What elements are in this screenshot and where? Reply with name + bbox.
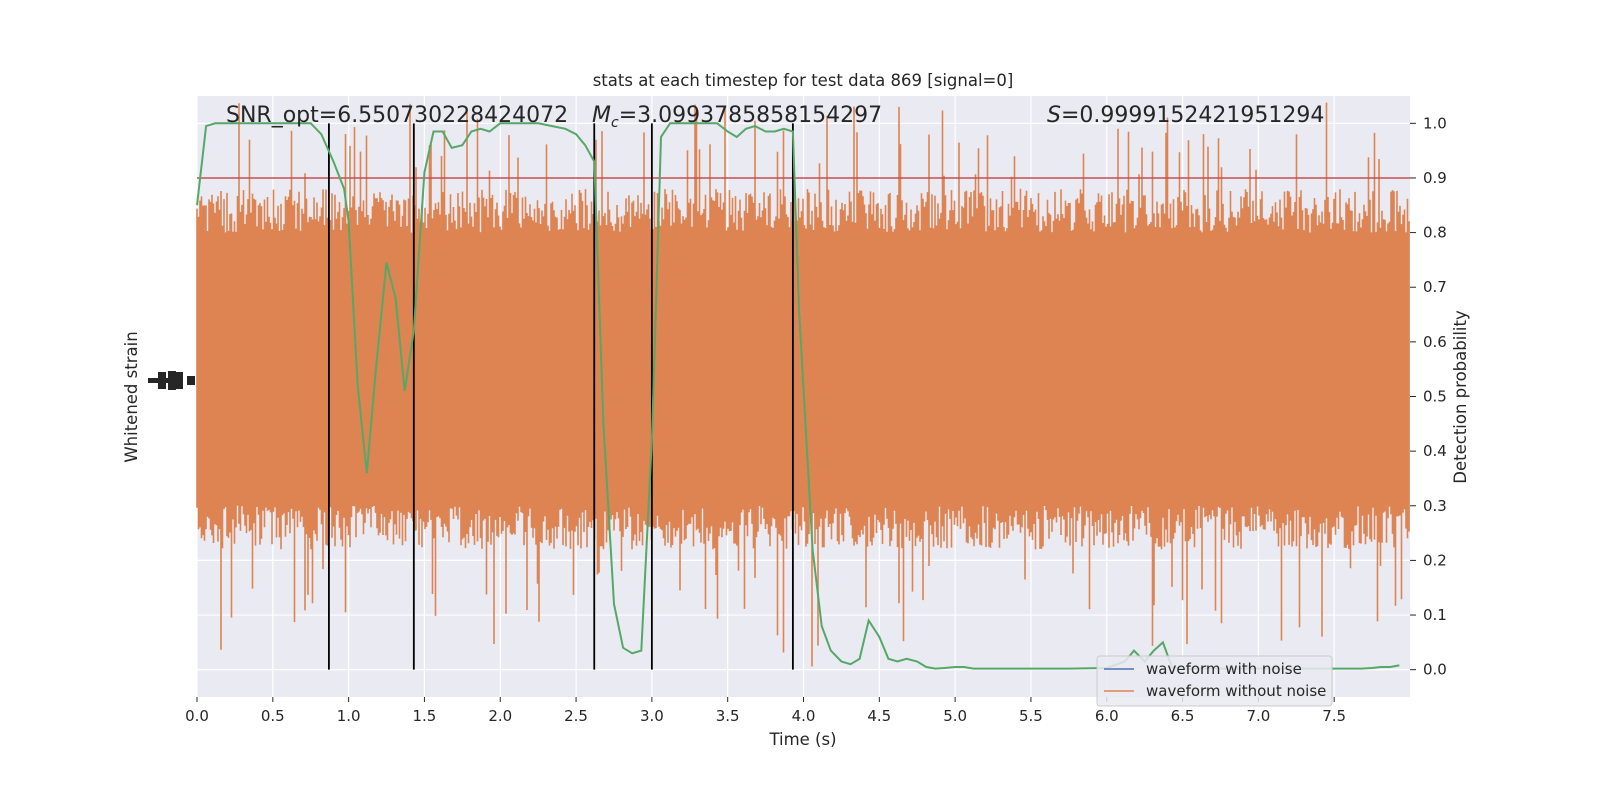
x-tick-label-2: 1.0	[337, 707, 361, 725]
event-lines	[328, 123, 794, 670]
chart-title: stats at each timestep for test data 869…	[593, 71, 1014, 90]
right-tick-label-1: 0.1	[1423, 606, 1447, 624]
right-tick-label-10: 1.0	[1423, 114, 1447, 132]
right-tick-label-9: 0.9	[1423, 169, 1447, 187]
x-tick-label-6: 3.0	[640, 707, 664, 725]
x-tick-label-8: 4.0	[792, 707, 816, 725]
x-tick-label-3: 1.5	[413, 707, 437, 725]
right-tick-label-0: 0.0	[1423, 661, 1447, 679]
x-tick-label-12: 6.0	[1095, 707, 1119, 725]
x-tick-label-14: 7.0	[1246, 707, 1270, 725]
right-tick-label-7: 0.7	[1423, 278, 1447, 296]
strain-series	[196, 102, 1410, 667]
left-axis-overlapped-ticks	[148, 371, 195, 390]
x-tick-label-5: 2.5	[564, 707, 588, 725]
s-annotation: S=0.9999152421951294	[1047, 103, 1324, 128]
x-tick-label-7: 3.5	[716, 707, 740, 725]
snr-annotation: SNR_opt=6.550730228424072	[226, 103, 568, 128]
legend: waveform with noise waveform without noi…	[1096, 655, 1333, 707]
x-tick-label-11: 5.5	[1019, 707, 1043, 725]
right-axis-ticks: 0.0 0.1 0.2 0.3 0.4 0.5 0.6 0.7 0.8 0.9 1.0	[1410, 114, 1447, 679]
x-tick-label-13: 6.5	[1171, 707, 1195, 725]
left-axis-label: Whitened strain	[122, 331, 141, 462]
x-tick-label-0: 0.0	[185, 707, 209, 725]
right-tick-label-3: 0.3	[1423, 497, 1447, 515]
right-axis-label: Detection probability	[1451, 310, 1470, 484]
strain-trace	[196, 102, 1410, 667]
x-tick-label-9: 4.5	[867, 707, 891, 725]
right-tick-label-2: 0.2	[1423, 551, 1447, 569]
right-tick-label-6: 0.6	[1423, 333, 1447, 351]
x-tick-label-4: 2.0	[488, 707, 512, 725]
legend-label-without-noise: waveform without noise	[1146, 682, 1326, 700]
chirp-mass-annotation: Mc=3.0993785858154297	[592, 103, 882, 131]
x-tick-label-1: 0.5	[261, 707, 285, 725]
legend-box	[1096, 655, 1333, 707]
right-tick-label-4: 0.4	[1423, 442, 1447, 460]
x-axis-label: Time (s)	[768, 730, 836, 749]
x-tick-label-10: 5.0	[943, 707, 967, 725]
right-tick-label-5: 0.5	[1423, 388, 1447, 406]
legend-label-with-noise: waveform with noise	[1146, 660, 1302, 678]
right-tick-label-8: 0.8	[1423, 224, 1447, 242]
x-axis-ticks: 0.0 0.5 1.0 1.5 2.0 2.5 3.0 3.5 4.0 4.5 5.0 5.5 6.0 6…	[185, 697, 1346, 725]
x-tick-label-15: 7.5	[1322, 707, 1346, 725]
